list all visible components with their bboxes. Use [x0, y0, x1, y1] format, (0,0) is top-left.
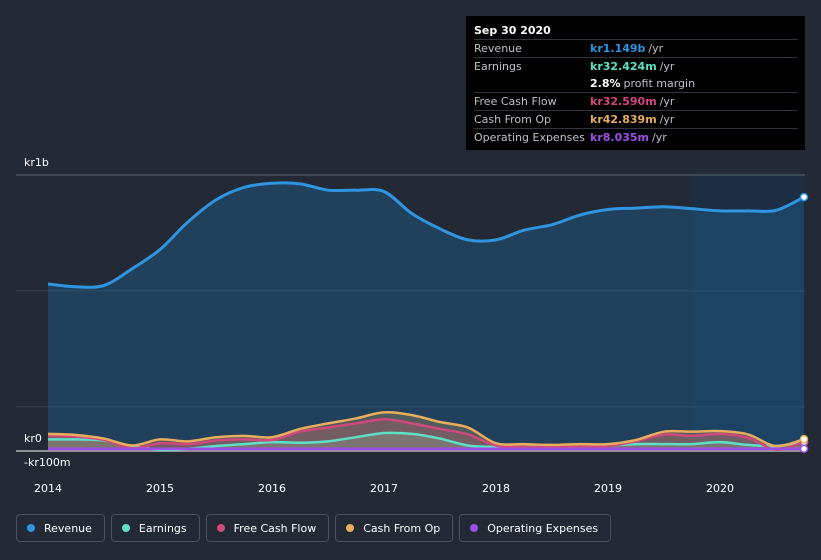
- tooltip-value: kr42.839m: [590, 113, 657, 126]
- legend-dot-icon: [216, 524, 225, 532]
- revenue-end-marker: [799, 192, 809, 202]
- x-axis-labels: 2014 2015 2016 2017 2018 2019 2020: [34, 482, 734, 495]
- revenue-line: [47, 181, 805, 289]
- tooltip-row: Free Cash Flow kr32.590m/yr: [474, 92, 797, 110]
- x-tick-label: 2018: [482, 482, 510, 495]
- revenue-area: [48, 182, 804, 451]
- data-tooltip: Sep 30 2020 Revenue kr1.149b/yr Earnings kr…: [466, 16, 805, 150]
- cash-from-op-line: [47, 411, 805, 448]
- y-tick-label: -kr100m: [24, 456, 71, 469]
- tooltip-row: Operating Expenses kr8.035m/yr: [474, 128, 797, 146]
- highlight-band: [692, 175, 804, 451]
- tooltip-unit: /yr: [659, 60, 675, 73]
- x-tick-label: 2015: [146, 482, 174, 495]
- legend-item-cash-from-op[interactable]: Cash From Op: [335, 514, 454, 542]
- tooltip-label: Cash From Op: [474, 113, 552, 126]
- cash-from-op-area: [48, 412, 804, 451]
- legend-label: Revenue: [44, 521, 92, 535]
- legend-label: Free Cash Flow: [233, 521, 317, 535]
- y-tick-label: kr0: [24, 432, 42, 445]
- tooltip-unit: /yr: [652, 131, 667, 144]
- legend-item-earnings[interactable]: Earnings: [110, 514, 200, 542]
- tooltip-value: kr32.590m: [590, 95, 657, 108]
- legend-label: Cash From Op: [363, 521, 441, 535]
- legend-dot-icon: [27, 524, 35, 532]
- tooltip-label: Revenue: [474, 42, 522, 55]
- tooltip-unit: profit margin: [623, 77, 696, 90]
- tooltip-rows: Revenue kr1.149b/yr Earnings kr32.424m/yr 2.…: [474, 39, 797, 146]
- legend-dot-icon: [346, 524, 355, 532]
- y-axis-labels: kr1b kr0 -kr100m: [24, 156, 71, 469]
- legend-item-revenue[interactable]: Revenue: [16, 514, 105, 542]
- tooltip-label: Free Cash Flow: [474, 95, 557, 108]
- tooltip-unit: /yr: [659, 95, 675, 108]
- tooltip-row: Earnings kr32.424m/yr: [474, 57, 797, 75]
- x-tick-label: 2020: [706, 482, 734, 495]
- tooltip-date: Sep 30 2020: [474, 24, 551, 37]
- legend-dot-icon: [470, 524, 479, 532]
- tooltip-label: Earnings: [474, 60, 522, 73]
- legend-label: Operating Expenses: [487, 521, 599, 535]
- tooltip-row: Cash From Op kr42.839m/yr: [474, 110, 797, 128]
- legend-item-free-cash-flow[interactable]: Free Cash Flow: [205, 514, 330, 542]
- tooltip-value: kr8.035m: [590, 131, 649, 144]
- tooltip-unit: /yr: [659, 113, 675, 126]
- x-tick-label: 2016: [258, 482, 286, 495]
- tooltip-value: 2.8%: [590, 77, 621, 90]
- legend-dot-icon: [121, 524, 130, 532]
- cash-from-op-end-marker: [799, 434, 809, 444]
- legend-label: Earnings: [138, 521, 187, 535]
- tooltip-label: Operating Expenses: [474, 131, 585, 144]
- tooltip-row: 2.8% profit margin: [474, 75, 797, 92]
- grid-lines: [16, 174, 805, 452]
- y-tick-label: kr1b: [24, 156, 49, 169]
- legend-item-operating-expenses[interactable]: Operating Expenses: [459, 514, 612, 542]
- operating-expenses-end-marker: [799, 444, 809, 454]
- tooltip-value: kr32.424m: [590, 60, 657, 73]
- free-cash-flow-line: [47, 418, 805, 451]
- chart-legend: Revenue Earnings Free Cash Flow Cash From O…: [16, 514, 612, 542]
- x-tick-label: 2019: [594, 482, 622, 495]
- tooltip-row: Revenue kr1.149b/yr: [474, 39, 797, 57]
- end-markers: [799, 192, 809, 454]
- tooltip-unit: /yr: [648, 42, 664, 55]
- tooltip-value: kr1.149b: [590, 42, 646, 55]
- tooltip-label: [474, 75, 590, 92]
- x-tick-label: 2014: [34, 482, 62, 495]
- x-tick-label: 2017: [370, 482, 398, 495]
- series-lines: [47, 181, 805, 452]
